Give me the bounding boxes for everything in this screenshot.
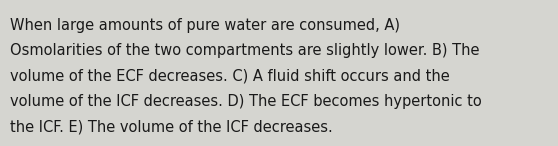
Text: Osmolarities of the two compartments are slightly lower. B) The: Osmolarities of the two compartments are… — [10, 43, 479, 58]
Text: volume of the ICF decreases. D) The ECF becomes hypertonic to: volume of the ICF decreases. D) The ECF … — [10, 94, 482, 109]
Text: the ICF. E) The volume of the ICF decreases.: the ICF. E) The volume of the ICF decrea… — [10, 120, 333, 135]
Text: When large amounts of pure water are consumed, A): When large amounts of pure water are con… — [10, 18, 400, 33]
Text: volume of the ECF decreases. C) A fluid shift occurs and the: volume of the ECF decreases. C) A fluid … — [10, 69, 450, 84]
